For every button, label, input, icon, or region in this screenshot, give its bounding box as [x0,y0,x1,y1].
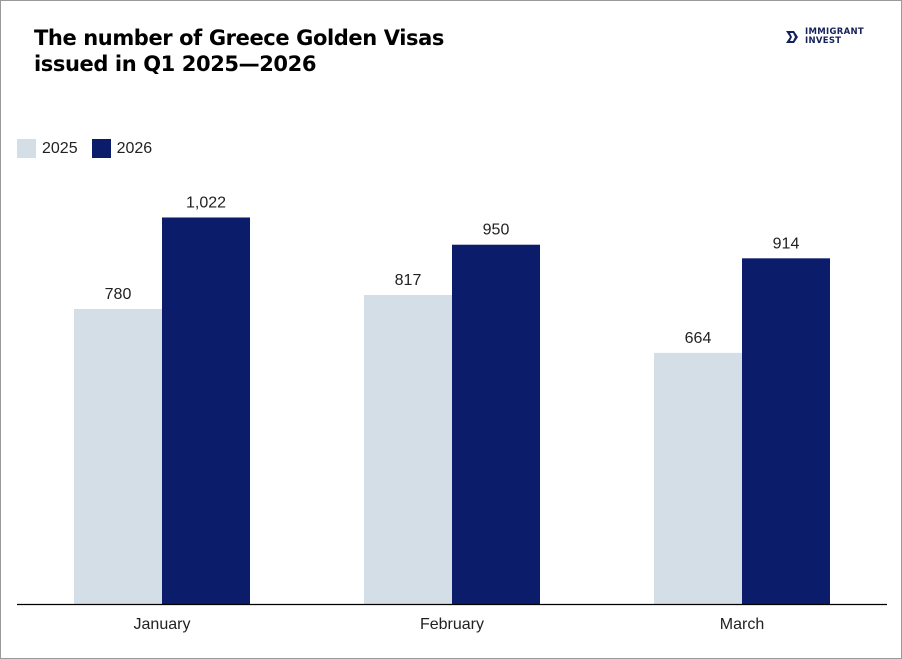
x-tick-label-january: January [134,616,191,633]
title-line-2: issued in Q1 2025—2026 [34,52,317,76]
data-label-january-2025: 780 [105,286,132,303]
chart-title: The number of Greece Golden Visas issued… [34,25,444,77]
immigrant-invest-logo: IMMIGRANT INVEST [785,28,864,46]
legend-swatch-2025 [17,139,36,158]
logo-wordmark: IMMIGRANT INVEST [805,28,864,46]
bar-january-2025 [74,309,162,604]
title-line-1: The number of Greece Golden Visas [34,26,444,50]
logo-line-1: IMMIGRANT [805,27,864,37]
bar-march-2025 [654,352,742,604]
legend-swatch-2026 [91,139,111,158]
legend-label-2026: 2026 [116,139,153,157]
data-label-january-2026: 1,022 [186,194,226,211]
bar-march-2026 [742,258,830,604]
legend-item-2026: 2026 [91,139,153,158]
legend-item-2025: 2025 [17,139,78,158]
data-label-february-2025: 817 [395,272,422,289]
logo-arrow-icon [786,31,798,43]
data-label-march-2025: 664 [685,330,712,347]
legend-label-2025: 2025 [42,139,78,157]
logo-line-2: INVEST [805,36,842,46]
bar-february-2025 [364,295,452,604]
x-tick-label-february: February [420,616,484,633]
chart-legend: 2025 2026 [17,139,166,158]
bar-february-2026 [452,244,540,604]
data-label-february-2026: 950 [483,222,510,239]
x-tick-label-march: March [720,616,764,633]
data-label-march-2026: 914 [773,235,800,252]
bar-january-2026 [162,217,250,604]
